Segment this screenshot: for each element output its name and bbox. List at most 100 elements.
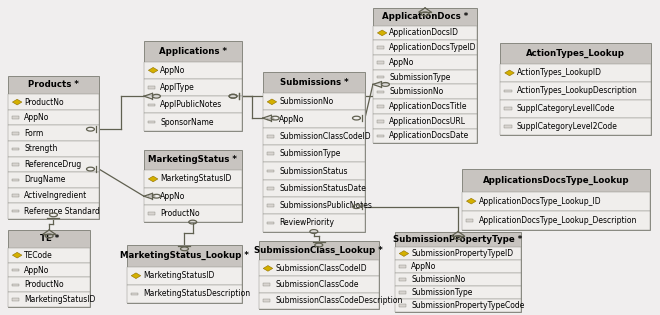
Bar <box>263 180 365 197</box>
Text: Applications *: Applications * <box>158 47 227 56</box>
Polygon shape <box>267 99 277 105</box>
Bar <box>373 84 477 99</box>
Bar <box>8 292 90 307</box>
Text: Submissions *: Submissions * <box>280 78 348 87</box>
Polygon shape <box>13 99 22 105</box>
Bar <box>267 204 274 207</box>
Bar <box>395 273 521 286</box>
Bar <box>8 248 90 263</box>
Bar <box>462 192 650 230</box>
Bar <box>373 26 477 143</box>
Text: ApplicationDocsDate: ApplicationDocsDate <box>389 131 470 140</box>
Text: Products *: Products * <box>28 80 79 89</box>
Text: SubmissionType: SubmissionType <box>389 72 451 82</box>
Text: SubmissionClassCodeID: SubmissionClassCodeID <box>279 132 371 141</box>
Bar <box>462 192 650 211</box>
Text: ApplPublicNotes: ApplPublicNotes <box>160 100 222 109</box>
Bar <box>399 304 406 306</box>
Text: TE *: TE * <box>40 234 59 243</box>
Bar <box>8 172 99 188</box>
Bar <box>12 147 19 150</box>
Bar <box>377 105 384 108</box>
Bar <box>263 162 365 180</box>
Bar <box>263 128 365 145</box>
Text: SubmissionNo: SubmissionNo <box>411 275 465 284</box>
Bar <box>144 187 242 205</box>
Bar <box>8 203 99 219</box>
Text: AppNo: AppNo <box>411 262 436 271</box>
Bar <box>8 125 99 141</box>
Text: MarketingStatusID: MarketingStatusID <box>160 175 232 183</box>
Bar <box>500 82 651 100</box>
Text: SupplCategoryLevel2Code: SupplCategoryLevel2Code <box>517 122 618 131</box>
Bar <box>144 62 242 79</box>
Bar <box>148 121 155 123</box>
Bar <box>148 212 155 215</box>
Bar <box>144 79 242 96</box>
Bar <box>131 293 138 295</box>
Bar <box>267 152 274 155</box>
Text: SupplCategoryLevelICode: SupplCategoryLevelICode <box>517 104 615 113</box>
Bar <box>148 195 155 198</box>
Bar <box>395 232 521 247</box>
Bar <box>462 169 650 192</box>
Text: SubmissionClassCodeID: SubmissionClassCodeID <box>275 264 367 273</box>
Bar <box>12 210 19 212</box>
Bar <box>399 265 406 268</box>
Bar <box>8 230 90 248</box>
Bar <box>377 76 384 78</box>
Bar <box>500 43 651 64</box>
Bar <box>144 96 242 113</box>
Text: SubmissionNo: SubmissionNo <box>389 87 444 96</box>
Bar <box>259 293 379 309</box>
Bar <box>504 107 512 110</box>
Bar <box>148 86 155 89</box>
Text: SubmissionPropertyTypeID: SubmissionPropertyTypeID <box>411 249 513 258</box>
Bar <box>8 248 90 307</box>
Text: ActiveIngredient: ActiveIngredient <box>24 191 88 200</box>
Bar <box>8 141 99 157</box>
Bar <box>377 135 384 137</box>
Bar <box>399 291 406 294</box>
Polygon shape <box>378 30 387 36</box>
Bar <box>504 89 512 92</box>
Bar <box>462 211 650 230</box>
Bar <box>263 214 365 232</box>
Bar <box>373 129 477 143</box>
Text: SubmissionPropertyTypeCode: SubmissionPropertyTypeCode <box>411 301 525 310</box>
Bar <box>259 277 379 293</box>
Text: ActionTypes_LookupDescription: ActionTypes_LookupDescription <box>517 86 638 95</box>
Polygon shape <box>13 252 22 258</box>
Text: MarketingStatus_Lookup *: MarketingStatus_Lookup * <box>120 251 249 260</box>
Bar <box>8 188 99 203</box>
Text: SponsorName: SponsorName <box>160 117 214 127</box>
Bar <box>500 117 651 135</box>
Bar <box>373 26 477 40</box>
Text: SubmissionStatusDate: SubmissionStatusDate <box>279 184 366 193</box>
Bar <box>144 170 242 187</box>
Text: AppNo: AppNo <box>24 266 50 274</box>
Text: TECode: TECode <box>24 251 53 260</box>
Text: ApplicationDocsType_Lookup_ID: ApplicationDocsType_Lookup_ID <box>478 197 601 206</box>
Text: ApplicationDocsURL: ApplicationDocsURL <box>389 117 467 126</box>
Text: SubmissionPropertyType *: SubmissionPropertyType * <box>393 235 523 244</box>
Bar <box>263 93 365 232</box>
Bar <box>12 132 19 135</box>
Bar <box>263 283 270 286</box>
Text: MarketingStatus *: MarketingStatus * <box>148 156 237 164</box>
Bar <box>373 55 477 70</box>
Text: MarketingStatusID: MarketingStatusID <box>24 295 96 304</box>
Text: SubmissionClassCodeDescription: SubmissionClassCodeDescription <box>275 296 403 305</box>
Bar <box>373 40 477 55</box>
Text: Reference Standard: Reference Standard <box>24 207 100 216</box>
Bar <box>395 260 521 273</box>
Bar <box>263 111 365 128</box>
Bar <box>144 113 242 131</box>
Bar <box>263 197 365 214</box>
Text: SubmissionClassCode: SubmissionClassCode <box>275 280 359 289</box>
Text: ReferenceDrug: ReferenceDrug <box>24 160 82 169</box>
Bar <box>127 245 242 266</box>
Text: ApplicationDocsID: ApplicationDocsID <box>389 28 459 37</box>
Bar <box>8 278 90 292</box>
Text: SubmissionType: SubmissionType <box>411 288 473 297</box>
